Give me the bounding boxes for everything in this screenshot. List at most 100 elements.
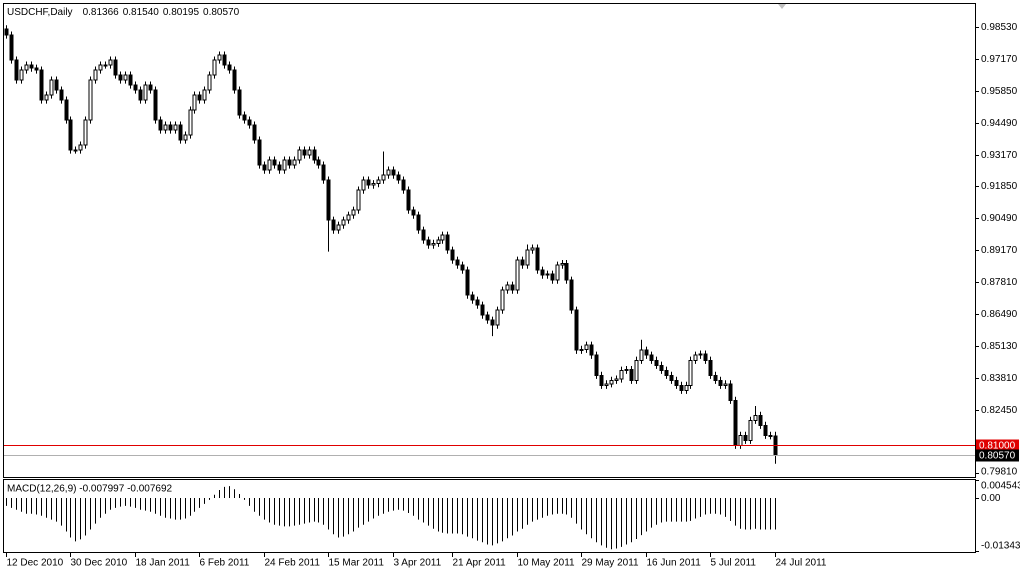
- candle-body: [163, 124, 168, 131]
- candle-body: [723, 383, 728, 386]
- shift-marker: [778, 4, 786, 9]
- candle-body: [381, 174, 386, 181]
- candle-body: [688, 359, 693, 386]
- chart-header: USDCHF,Daily 0.81366 0.81540 0.80195 0.80570: [7, 7, 240, 18]
- candle-body: [118, 74, 123, 81]
- candle-body: [639, 349, 644, 361]
- candle-body: [569, 279, 574, 311]
- candle-body: [743, 434, 748, 441]
- candle-body: [207, 74, 212, 91]
- candle-body: [237, 89, 242, 116]
- candle-body: [629, 369, 634, 381]
- candle-body: [168, 124, 173, 131]
- candle-body: [19, 69, 24, 81]
- y-tick-label: 0.86490: [981, 309, 1018, 320]
- candle-body: [540, 269, 545, 276]
- candle-body: [703, 353, 708, 361]
- candle-body: [679, 384, 684, 391]
- candle-body: [455, 259, 460, 266]
- candle-body: [39, 69, 44, 101]
- candle-body: [758, 414, 763, 426]
- candle-body: [371, 183, 376, 186]
- candle-body: [93, 69, 98, 81]
- candle-body: [108, 59, 113, 66]
- y-tick-label: 0.97170: [981, 54, 1018, 65]
- candle-body: [550, 273, 555, 281]
- main-panel-frame: [3, 3, 976, 478]
- candle-body: [227, 64, 232, 71]
- candle-body: [535, 247, 540, 271]
- candle-body: [307, 149, 312, 156]
- candle-body: [282, 159, 287, 171]
- candle-body: [649, 354, 654, 361]
- x-tick-label: 5 Jul 2011: [711, 558, 757, 569]
- candle-body: [252, 124, 257, 141]
- y-tick-label: -0.01343: [981, 541, 1020, 552]
- ohlc-label: 0.80195: [163, 7, 200, 18]
- candle-body: [431, 242, 436, 246]
- candle-body: [530, 247, 535, 251]
- candle-body: [604, 383, 609, 386]
- x-tick-label: 6 Feb 2011: [200, 558, 250, 569]
- y-tick-label: 0.95850: [981, 86, 1018, 97]
- x-tick-label: 16 Jun 2011: [647, 558, 702, 569]
- candle-body: [733, 399, 738, 446]
- candle-body: [485, 314, 490, 321]
- y-tick-label: 0.83810: [981, 373, 1018, 384]
- candle-body: [416, 214, 421, 231]
- x-tick-label: 10 May 2011: [518, 558, 576, 569]
- candle-body: [470, 294, 475, 301]
- candle-body: [68, 119, 73, 151]
- candle-body: [505, 284, 510, 291]
- candle-body: [589, 344, 594, 356]
- level-label-box: [976, 449, 1019, 462]
- x-tick-label: 29 May 2011: [582, 558, 640, 569]
- candle-body: [644, 349, 649, 356]
- candle-body: [376, 179, 381, 185]
- candle-body: [197, 94, 202, 101]
- candle-body: [624, 369, 629, 372]
- candle-body: [460, 264, 465, 271]
- candle-body: [386, 169, 391, 176]
- candle-body: [674, 379, 679, 386]
- candle-body: [153, 89, 158, 121]
- candle-body: [192, 94, 197, 111]
- y-tick-label: 0.89170: [981, 245, 1018, 256]
- candle-body: [659, 364, 664, 371]
- candle-body: [247, 119, 252, 126]
- candle-body: [564, 263, 569, 281]
- candle-body: [14, 59, 19, 81]
- candle-body: [292, 159, 297, 166]
- candle-body: [178, 124, 183, 141]
- candle-body: [83, 119, 88, 146]
- candle-body: [24, 64, 29, 71]
- candle-body: [29, 64, 34, 69]
- candle-body: [500, 289, 505, 311]
- candle-body: [713, 374, 718, 381]
- candle-body: [609, 379, 614, 385]
- candle-body: [78, 144, 83, 151]
- level-label: 0.81000: [979, 441, 1016, 452]
- candle-body: [599, 374, 604, 386]
- candle-body: [634, 359, 639, 381]
- ohlc-label: 0.80570: [203, 7, 240, 18]
- candle-body: [73, 149, 78, 152]
- y-tick-label: 0.79810: [981, 467, 1018, 478]
- candle-body: [763, 424, 768, 436]
- candle-body: [525, 249, 530, 266]
- candle-body: [619, 369, 624, 380]
- candle-body: [391, 169, 396, 176]
- candle-body: [143, 84, 148, 101]
- x-tick-label: 15 Mar 2011: [329, 558, 385, 569]
- x-tick-label: 24 Jul 2011: [776, 558, 827, 569]
- candle-body: [217, 54, 222, 61]
- candle-body: [520, 259, 525, 266]
- y-tick-label: 0.91850: [981, 181, 1018, 192]
- candle-body: [44, 94, 49, 101]
- candle-body: [287, 159, 292, 166]
- candle-body: [406, 189, 411, 211]
- candle-body: [440, 234, 445, 241]
- level-label: 0.80570: [979, 451, 1016, 462]
